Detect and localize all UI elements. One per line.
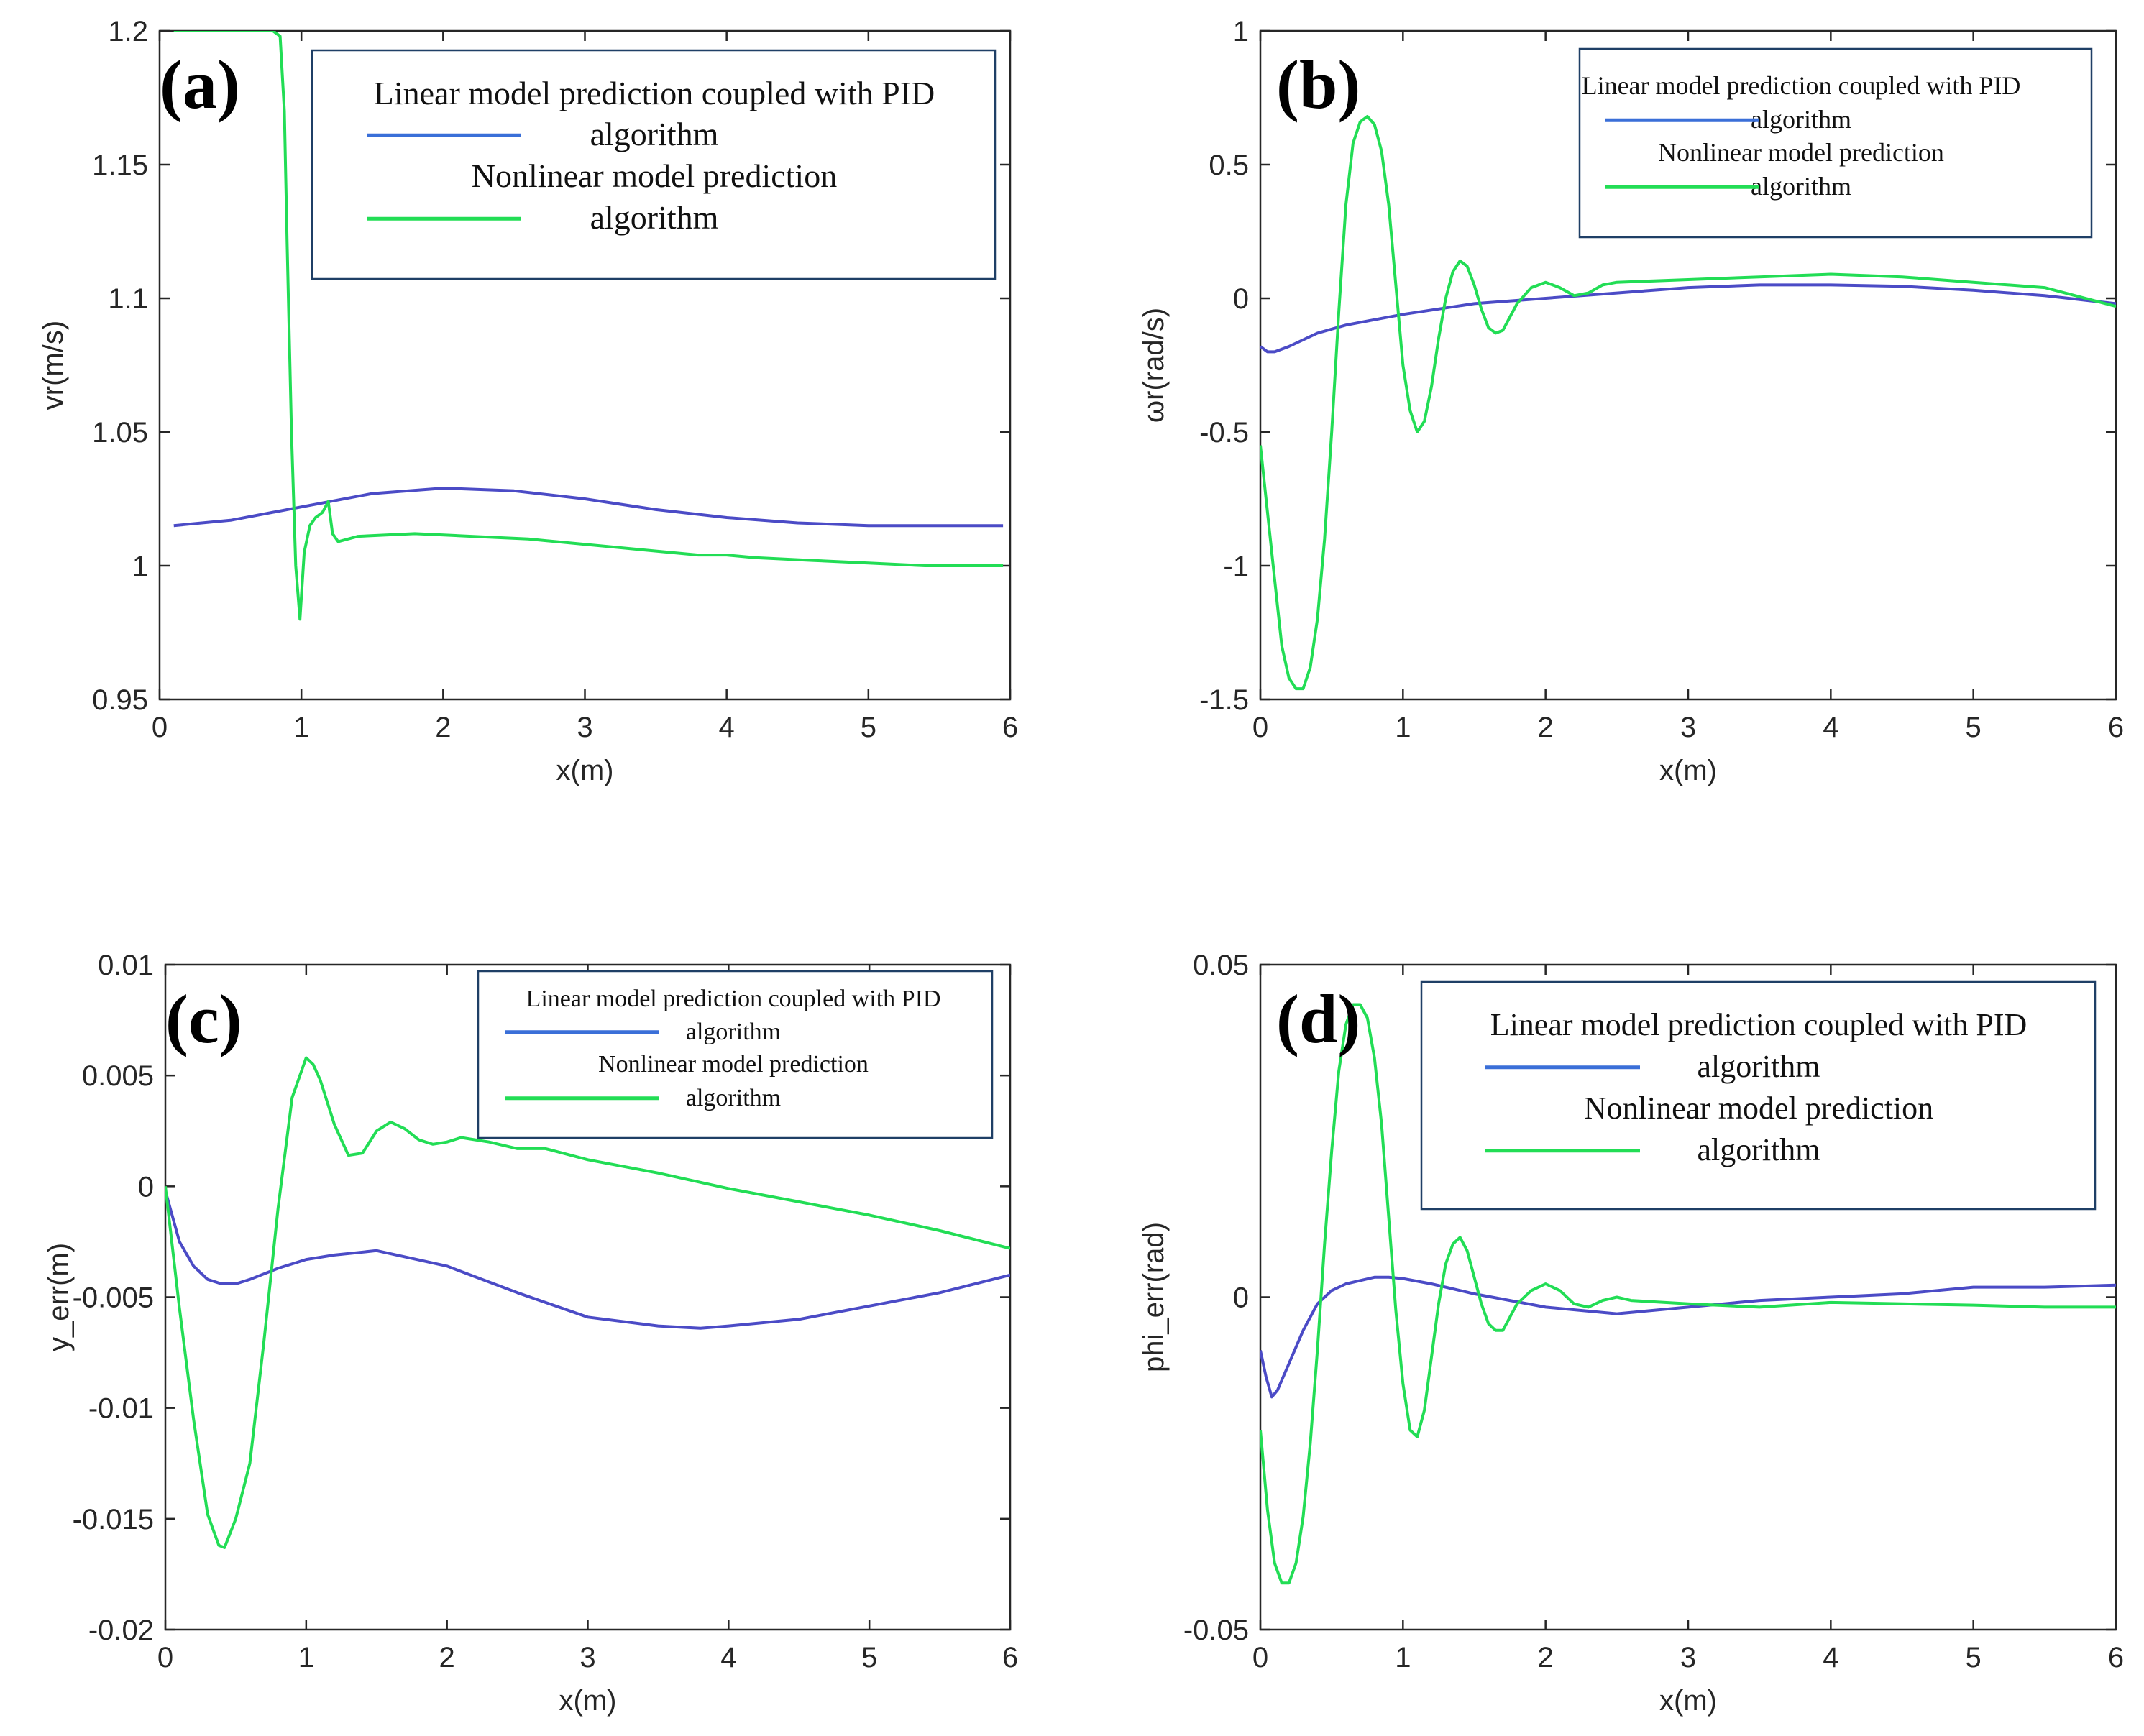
- series-line-nonlinear: [165, 1056, 1010, 1549]
- x-tick-label: 4: [719, 712, 735, 743]
- y-tick-label: 0.01: [98, 950, 154, 981]
- y-tick-label: -1: [1223, 551, 1249, 582]
- y-tick-label: -0.01: [88, 1393, 154, 1425]
- y-axis-label: vr(m/s): [37, 321, 69, 410]
- x-tick-label: 2: [1538, 1642, 1554, 1673]
- x-tick-label: 5: [861, 712, 876, 743]
- legend: Linear model prediction coupled with PID…: [1578, 47, 2093, 239]
- x-tick-label: 5: [1966, 712, 1982, 743]
- legend-entry-text: algorithm: [590, 116, 719, 152]
- x-tick-label: 6: [2108, 1642, 2124, 1673]
- x-axis-label: x(m): [1659, 1685, 1717, 1717]
- x-tick-label: 6: [1002, 712, 1018, 743]
- chart-panel-3: 0 1 2 3 4 5 6 -0.02 -0.015 -0.01 -0.005 0 0.005 0.01 x…: [43, 950, 1018, 1717]
- y-tick-label: 1.1: [108, 283, 148, 315]
- series-line-linear-pid: [1260, 283, 2116, 354]
- x-tick-label: 2: [435, 712, 451, 743]
- x-tick-label: 0: [1252, 1642, 1268, 1673]
- y-tick-label: -0.005: [73, 1282, 154, 1314]
- y-axis-label: phi_err(rad): [1138, 1222, 1170, 1372]
- x-tick-label: 2: [439, 1642, 455, 1673]
- y-tick-label: -0.015: [73, 1504, 154, 1535]
- series-line-linear-pid: [173, 487, 1004, 528]
- legend-box: [1420, 980, 2097, 1211]
- legend-entry-text: Nonlinear model prediction: [1584, 1090, 1933, 1126]
- y-tick-label: 0.05: [1193, 950, 1249, 981]
- x-tick-label: 3: [579, 1642, 595, 1673]
- legend-entry-text: Linear model prediction coupled with PID: [374, 75, 935, 111]
- x-tick-label: 1: [1395, 1642, 1411, 1673]
- y-tick-label: 0: [138, 1171, 154, 1203]
- legend: Linear model prediction coupled with PID…: [311, 49, 997, 280]
- x-tick-label: 3: [577, 712, 592, 743]
- y-axis-label: ωr(rad/s): [1138, 308, 1170, 423]
- y-tick-label: 1.2: [108, 16, 148, 47]
- x-tick-label: 0: [152, 712, 168, 743]
- y-axis-label: y_err(m): [43, 1243, 75, 1351]
- legend-entry-text: algorithm: [686, 1085, 781, 1111]
- x-tick-label: 5: [861, 1642, 877, 1673]
- x-tick-label: 6: [2108, 712, 2124, 743]
- legend-entry-text: Linear model prediction coupled with PID: [1582, 71, 2021, 100]
- x-tick-label: 4: [1823, 1642, 1838, 1673]
- x-tick-label: 1: [293, 712, 309, 743]
- legend: Linear model prediction coupled with PID…: [477, 970, 994, 1139]
- x-axis-label: x(m): [556, 755, 614, 786]
- legend-box: [477, 970, 994, 1139]
- legend-entry-text: algorithm: [1697, 1049, 1820, 1084]
- x-tick-label: 5: [1966, 1642, 1982, 1673]
- legend-entry-text: algorithm: [686, 1019, 781, 1045]
- series-line-linear-pid: [165, 1190, 1010, 1330]
- series-line-nonlinear: [173, 31, 1004, 621]
- y-tick-label: -0.02: [88, 1615, 154, 1646]
- y-tick-label: 0: [1233, 283, 1249, 315]
- y-tick-label: -0.5: [1199, 417, 1249, 449]
- chart-panel-2: 0 1 2 3 4 5 6 -1.5 -1 -0.5 0 0.5 1 x(m) ωr(rad/s) Linea…: [1138, 16, 2124, 786]
- series-line-nonlinear: [1260, 1003, 2116, 1585]
- legend-entry-text: Linear model prediction coupled with PID: [1490, 1007, 2028, 1042]
- x-tick-label: 3: [1680, 1642, 1696, 1673]
- legend-entry-text: Linear model prediction coupled with PID: [526, 986, 941, 1012]
- x-tick-label: 4: [1823, 712, 1838, 743]
- y-tick-label: -1.5: [1199, 684, 1249, 716]
- legend-entry-text: algorithm: [1697, 1132, 1820, 1167]
- y-tick-label: 1: [132, 551, 148, 582]
- y-tick-label: -0.05: [1183, 1615, 1249, 1646]
- x-tick-label: 6: [1002, 1642, 1018, 1673]
- y-tick-label: 1.05: [92, 417, 148, 449]
- legend-box: [311, 49, 997, 280]
- legend-entry-text: Nonlinear model prediction: [472, 157, 837, 194]
- x-tick-label: 1: [298, 1642, 314, 1673]
- x-tick-label: 4: [720, 1642, 736, 1673]
- x-tick-label: 1: [1395, 712, 1411, 743]
- legend-entry-text: algorithm: [590, 199, 719, 236]
- legend-entry-text: Nonlinear model prediction: [1658, 138, 1944, 167]
- panel-label: (b): [1276, 46, 1360, 123]
- y-tick-label: 0.005: [82, 1060, 154, 1092]
- x-tick-label: 3: [1680, 712, 1696, 743]
- y-tick-label: 1.15: [92, 150, 148, 181]
- panel-label: (a): [160, 46, 240, 123]
- panel-label: (c): [165, 980, 242, 1057]
- x-axis-label: x(m): [559, 1685, 617, 1717]
- series-line-linear-pid: [1260, 1275, 2116, 1399]
- legend: Linear model prediction coupled with PID…: [1420, 980, 2097, 1211]
- y-tick-label: 0: [1233, 1282, 1249, 1314]
- y-tick-label: 0.95: [92, 684, 148, 716]
- series-line-nonlinear: [1260, 115, 2116, 691]
- y-tick-label: 0.5: [1209, 150, 1249, 181]
- chart-panel-1: 0 1 2 3 4 5 6 0.95 1 1.05 1.1 1.15 1.2 x(m) vr(m/s) Lin…: [37, 16, 1018, 786]
- x-axis-label: x(m): [1659, 755, 1717, 786]
- legend-entry-text: Nonlinear model prediction: [598, 1051, 869, 1078]
- x-tick-label: 0: [1252, 712, 1268, 743]
- y-tick-label: 1: [1233, 16, 1249, 47]
- x-tick-label: 0: [157, 1642, 173, 1673]
- panel-label: (d): [1276, 980, 1360, 1057]
- legend-entry-text: algorithm: [1751, 105, 1851, 134]
- chart-panel-4: 0 1 2 3 4 5 6-0.0500.05x(m)phi_err(rad)Linear …: [1138, 950, 2124, 1717]
- legend-box: [1578, 47, 2093, 239]
- x-tick-label: 2: [1538, 712, 1554, 743]
- legend-entry-text: algorithm: [1751, 172, 1851, 201]
